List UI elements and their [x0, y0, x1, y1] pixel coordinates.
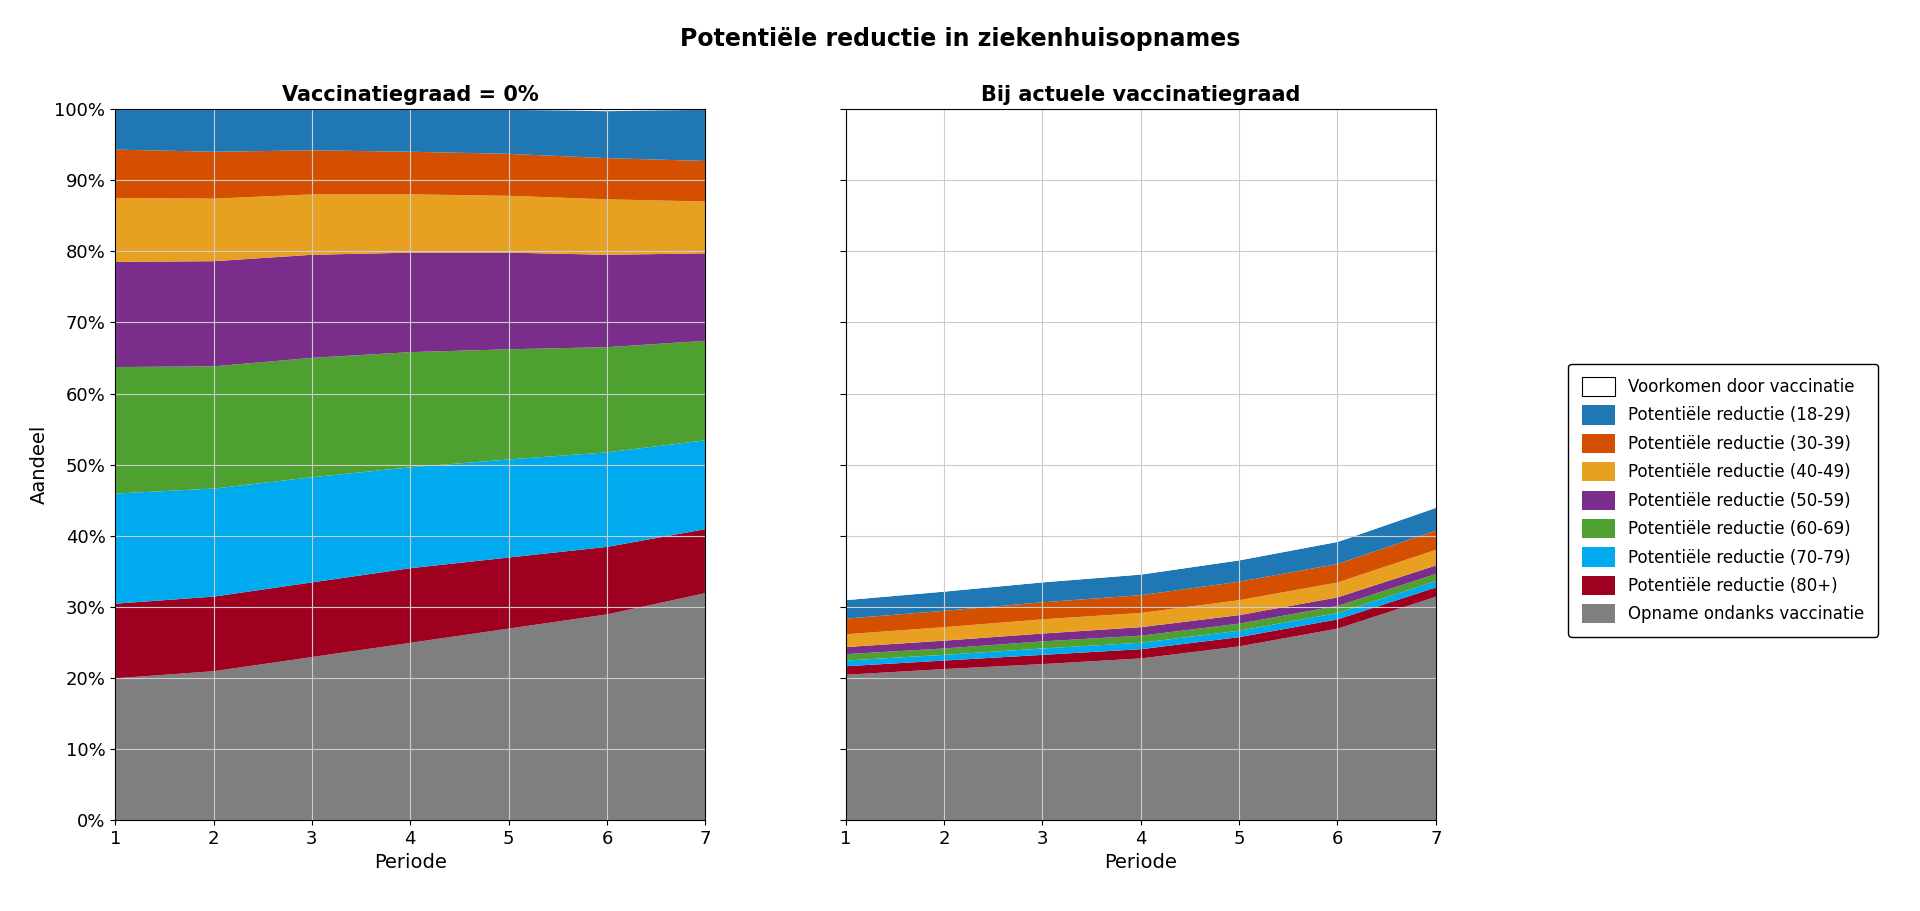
X-axis label: Periode: Periode [374, 854, 447, 872]
Title: Bij actuele vaccinatiegraad: Bij actuele vaccinatiegraad [981, 85, 1300, 105]
Y-axis label: Aandeel: Aandeel [31, 425, 48, 505]
X-axis label: Periode: Periode [1104, 854, 1177, 872]
Title: Vaccinatiegraad = 0%: Vaccinatiegraad = 0% [282, 85, 540, 105]
Text: Potentiële reductie in ziekenhuisopnames: Potentiële reductie in ziekenhuisopnames [680, 27, 1240, 51]
Legend: Voorkomen door vaccinatie, Potentiële reductie (18-29), Potentiële reductie (30-: Voorkomen door vaccinatie, Potentiële re… [1569, 363, 1878, 637]
